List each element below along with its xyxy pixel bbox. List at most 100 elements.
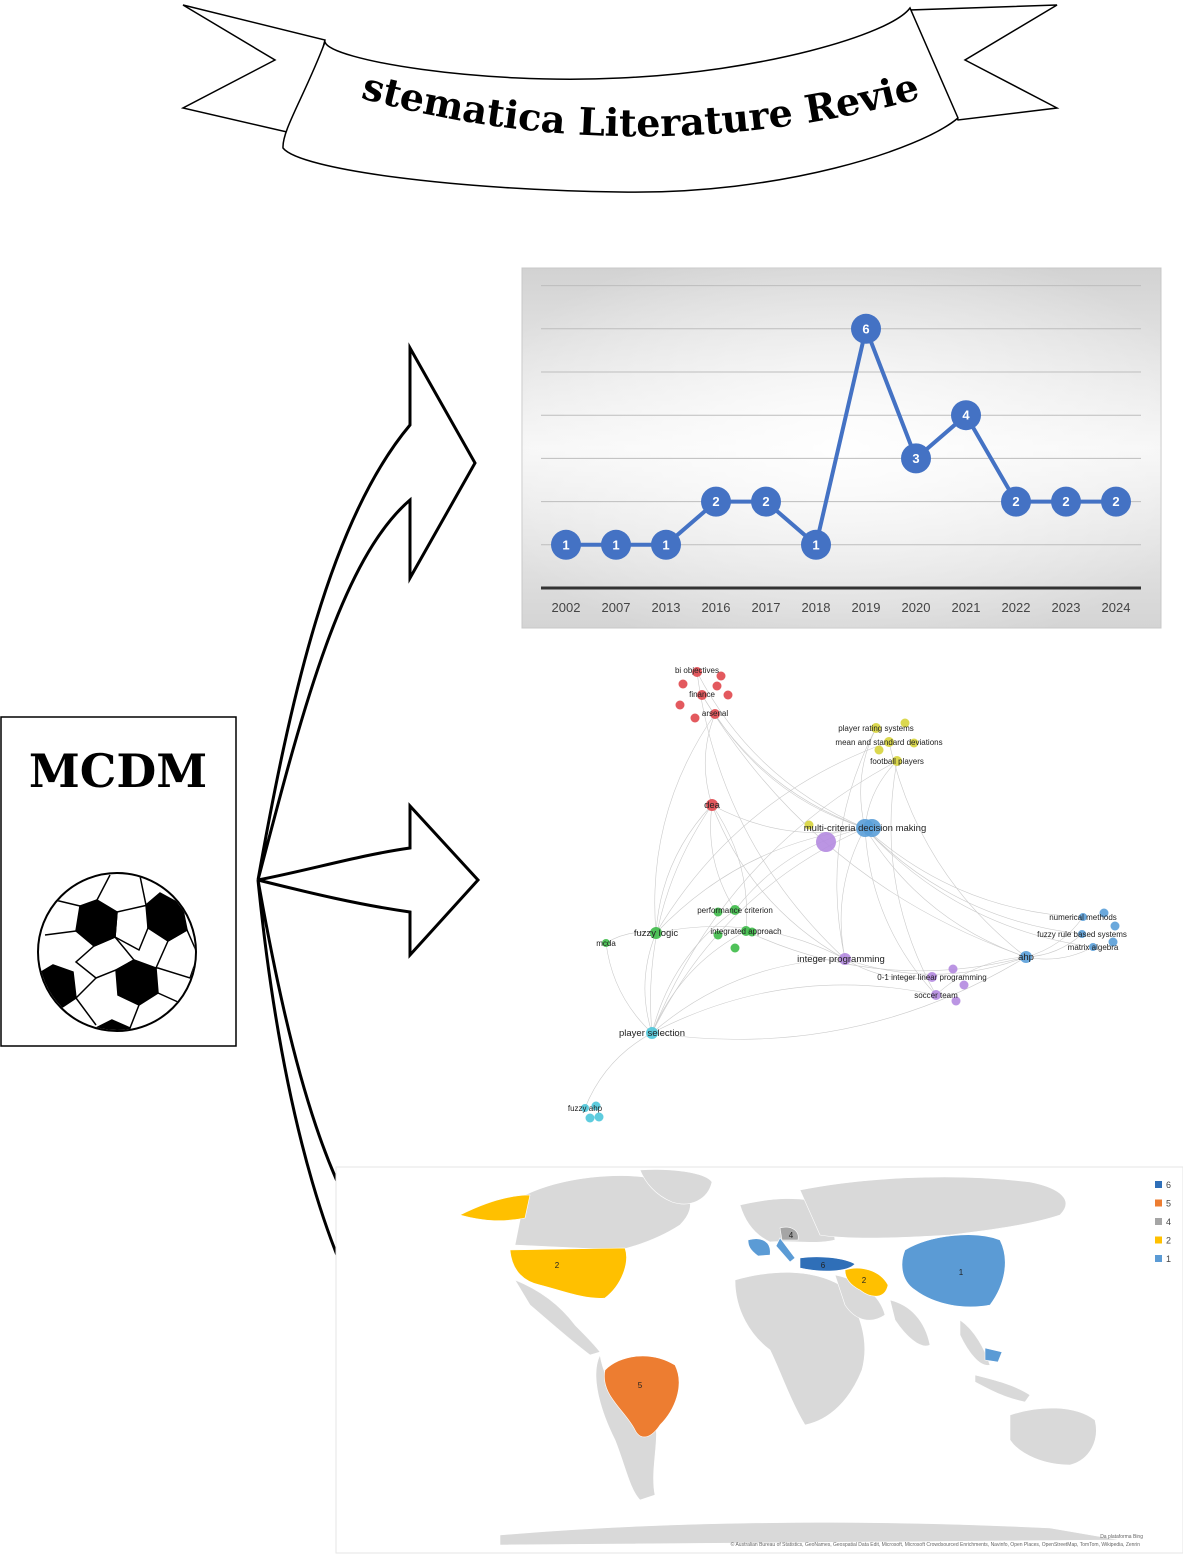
network-edge [864,827,937,996]
network-node [884,737,894,747]
chart-x-tick-label: 2017 [752,600,781,615]
network-node-label: mcda [596,939,616,948]
chart-data-label: 2 [712,494,719,509]
network-node-label: matrix algebra [1068,943,1119,952]
chart-point [601,529,631,560]
network-node [650,927,662,939]
network-node [602,939,610,947]
chart-x-tick-label: 2024 [1102,600,1131,615]
network-node [710,709,720,719]
arrow-to-network [257,802,481,959]
chart-data-label: 1 [612,537,619,552]
network-node-label: numerical methods [1049,913,1117,922]
map-legend-swatch [1155,1255,1162,1262]
map-country-malaysia [984,1347,1003,1363]
chart-x-tick-label: 2022 [1002,600,1031,615]
map-label-iran: 2 [862,1276,867,1285]
network-edge [888,741,1027,958]
map-country-china [901,1234,1006,1308]
chart-x-tick-label: 2023 [1052,600,1081,615]
map-legend-swatch [1155,1236,1162,1244]
network-node [741,926,751,936]
map-legend-swatch [1155,1218,1162,1225]
network-node-dot [909,738,919,748]
network-node [927,972,937,982]
chart-x-tick-label: 2021 [952,600,981,615]
network-edge [651,958,846,1034]
chart-data-label: 1 [662,537,669,552]
network-node [871,723,881,733]
network-node-label: performance criterion [697,906,773,915]
network-node-dot [804,820,814,830]
network-edge [584,1032,653,1109]
map-country-brazil [604,1355,680,1438]
network-node-label: finance [689,690,715,699]
network-node [646,1027,658,1039]
network-node [1078,930,1086,938]
world-landmass [499,1169,1121,1546]
map-legend-label: 5 [1166,1199,1171,1209]
network-node-label: 0-1 integer linear programming [877,973,986,982]
publications-line-chart: 1 2002 1 2007 1 2013 2 2016 2 2017 1 2018 6 2019 3 2020… [521,267,1162,629]
chart-point [851,313,881,344]
network-node [692,667,702,677]
chart-point [901,443,931,474]
chart-x-tick-label: 2013 [652,600,681,615]
chart-marks: 1 2002 1 2007 1 2013 2 2016 2 2017 1 2018 6 2019 3 2020… [551,313,1131,615]
network-node-label: mean and standard deviations [835,738,942,747]
network-edge [651,956,1027,1040]
chart-point [1001,486,1031,517]
network-node [1089,943,1097,951]
chart-x-tick-label: 2019 [852,600,881,615]
network-edge [655,804,713,934]
map-country-iran [844,1267,889,1297]
chart-point [951,400,981,431]
network-node-dot [1099,908,1109,918]
network-node [1020,951,1032,963]
network-edge [655,741,890,934]
network-node-dot [594,1112,604,1122]
network-edge [644,932,657,1034]
network-edge [864,827,1094,948]
network-node-dot [713,930,723,940]
chart-data-label: 2 [762,494,769,509]
map-legend-label: 1 [1166,1254,1171,1264]
chart-data-label: 2 [1012,494,1019,509]
network-edge [654,713,716,934]
map-label-usa: 2 [555,1261,560,1270]
chart-x-tick-label: 2020 [902,600,931,615]
title-banner: Systematica Literature Review [0,0,1060,193]
map-country-usa [509,1247,627,1299]
network-edge [1025,916,1084,958]
map-label-brazil: 5 [638,1381,643,1390]
chart-point [701,486,731,517]
map-legend-label: 6 [1166,1180,1171,1190]
chart-data-label: 4 [962,408,970,423]
network-node-label: fuzzy ahp [568,1104,603,1113]
network-edge [860,727,877,829]
map-country-spain-italy [747,1237,796,1263]
mcdm-card: MCDM [0,716,237,1047]
network-edge [701,694,1027,958]
chart-data-label: 1 [562,537,569,552]
network-edges [584,671,1094,1109]
chart-x-tick-label: 2018 [802,600,831,615]
network-edge [734,827,866,911]
network-edge [651,760,898,1034]
network-node-dot [816,832,836,852]
network-node-dot [1108,937,1118,947]
network-edge [651,909,736,1034]
network-edge [844,958,933,979]
network-edge [864,827,1084,918]
network-node-dot [716,671,726,681]
network-edge [1025,946,1094,960]
chart-data-label: 2 [1112,494,1119,509]
chart-point [1051,486,1081,517]
network-node [706,799,718,811]
network-edge [711,804,747,932]
network-node [931,990,941,1000]
network-node-dot [959,980,969,990]
map-label-china: 1 [959,1268,964,1277]
map-attribution-source: Da plataforma Bing [1100,1534,1143,1540]
map-country-turkey [799,1256,856,1272]
